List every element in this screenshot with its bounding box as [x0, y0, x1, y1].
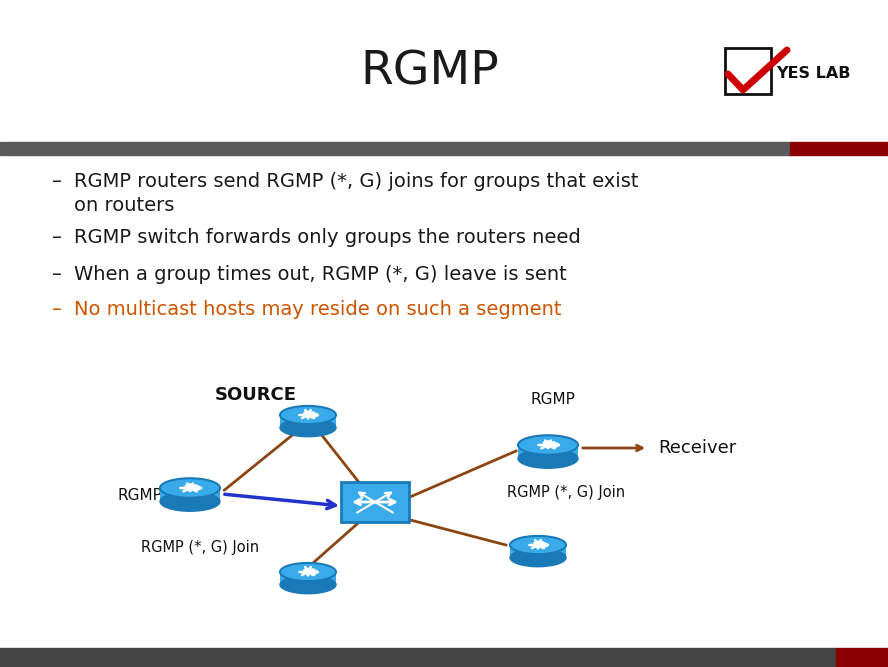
- Ellipse shape: [280, 563, 336, 581]
- Ellipse shape: [280, 418, 336, 437]
- Bar: [280, 572, 336, 584]
- Bar: [280, 415, 336, 428]
- Ellipse shape: [280, 576, 336, 594]
- Ellipse shape: [160, 478, 220, 498]
- Text: –: –: [52, 265, 62, 284]
- Text: No multicast hosts may reside on such a segment: No multicast hosts may reside on such a …: [74, 300, 561, 319]
- Text: RGMP routers send RGMP (*, G) joins for groups that exist: RGMP routers send RGMP (*, G) joins for …: [74, 172, 638, 191]
- Text: Receiver: Receiver: [658, 439, 736, 457]
- Text: RGMP: RGMP: [117, 488, 163, 504]
- Ellipse shape: [280, 406, 336, 424]
- Bar: [341, 482, 409, 522]
- Text: –: –: [52, 228, 62, 247]
- Bar: [160, 488, 220, 502]
- Text: YES LAB: YES LAB: [776, 66, 851, 81]
- Ellipse shape: [160, 492, 220, 511]
- Text: SOURCE: SOURCE: [215, 386, 297, 404]
- Ellipse shape: [518, 436, 578, 455]
- Text: RGMP switch forwards only groups the routers need: RGMP switch forwards only groups the rou…: [74, 228, 581, 247]
- Text: RGMP (*, G) Join: RGMP (*, G) Join: [141, 540, 259, 555]
- Text: –: –: [52, 172, 62, 191]
- Ellipse shape: [510, 548, 566, 567]
- Ellipse shape: [518, 449, 578, 468]
- Text: RGMP: RGMP: [361, 49, 499, 95]
- Bar: [790, 142, 888, 155]
- Ellipse shape: [510, 536, 566, 554]
- Bar: [725, 48, 771, 94]
- Text: –: –: [52, 300, 62, 319]
- Bar: [0, 648, 836, 667]
- Text: on routers: on routers: [74, 196, 174, 215]
- Bar: [518, 445, 578, 458]
- Text: RGMP: RGMP: [530, 392, 575, 406]
- Bar: [510, 545, 566, 558]
- Text: RGMP (*, G) Join: RGMP (*, G) Join: [507, 485, 625, 500]
- Text: When a group times out, RGMP (*, G) leave is sent: When a group times out, RGMP (*, G) leav…: [74, 265, 567, 284]
- Bar: [0, 142, 790, 155]
- Bar: [836, 648, 888, 667]
